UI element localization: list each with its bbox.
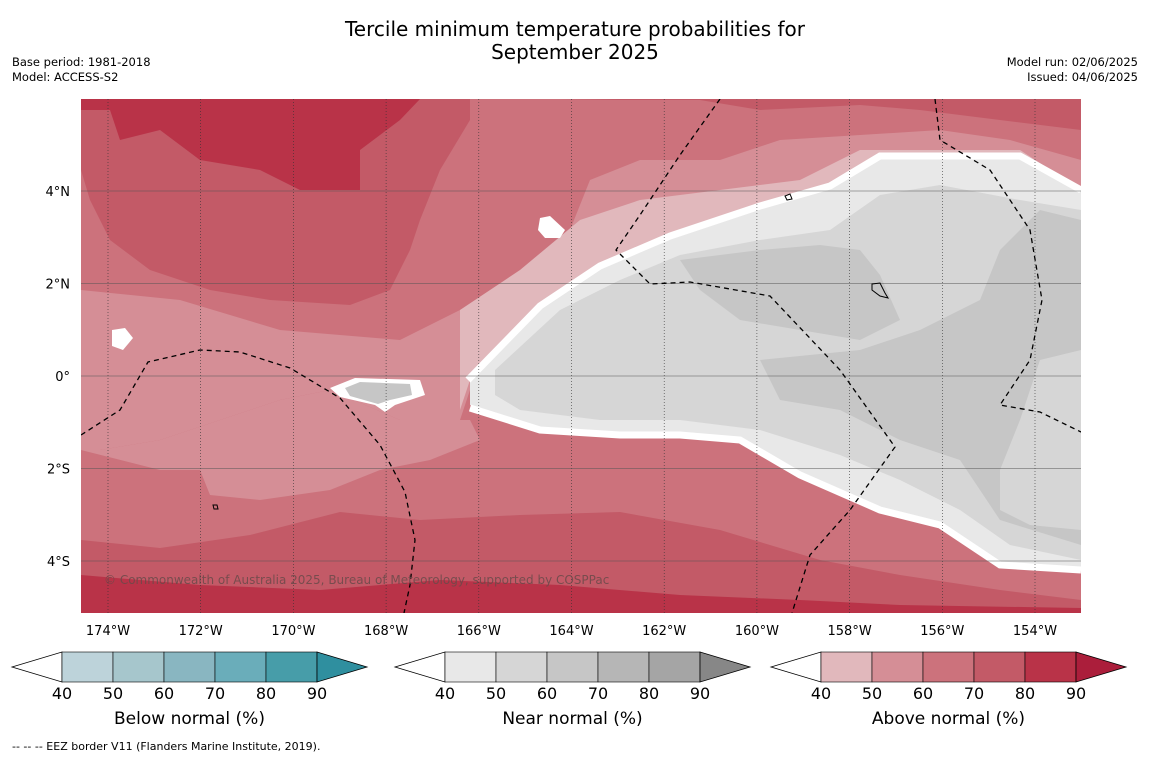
eez-footnote: -- -- -- EEZ border V11 (Flanders Marine… xyxy=(12,740,321,753)
model-run: Model run: 02/06/2025 xyxy=(1006,55,1138,69)
colorbar-cell xyxy=(265,651,318,683)
island-south-west xyxy=(212,504,219,510)
colorbar-tick-label: 40 xyxy=(435,684,455,703)
island-kiritimati xyxy=(871,282,890,299)
meta-left: Base period: 1981-2018 Model: ACCESS-S2 xyxy=(12,55,151,85)
colorbar-cell xyxy=(648,651,701,683)
lat-tick-label: 2°N xyxy=(46,278,71,293)
colorbar-cell xyxy=(61,651,114,683)
above-80-90-nw xyxy=(81,99,420,190)
lon-tick-label: 164°W xyxy=(549,624,593,639)
island-tabuaeran xyxy=(784,193,793,201)
colorbar-lower-extend xyxy=(393,651,446,683)
colorbar-tick-label: 70 xyxy=(205,684,225,703)
colorbar-upper-extend xyxy=(1075,651,1128,683)
above-40-50-edge xyxy=(460,150,1081,410)
colorbar-cell xyxy=(163,651,216,683)
probability-field xyxy=(81,99,1081,613)
colorbar-title: Near normal (%) xyxy=(502,709,643,729)
colorbar-cell xyxy=(546,651,599,683)
colorbar-tick-label: 50 xyxy=(103,684,123,703)
lon-tick-label: 172°W xyxy=(179,624,223,639)
near-60-70-region-a xyxy=(680,245,900,340)
small-patch-north xyxy=(538,216,565,238)
lat-tick-label: 2°S xyxy=(47,463,70,478)
colorbar-tick-label: 40 xyxy=(811,684,831,703)
colorbar-title: Below normal (%) xyxy=(114,709,265,729)
near-patch xyxy=(345,382,412,404)
colorbars: 40 50 60 70 80 90 40 50 60 70 80 90 40 50 60 70 80 90 xyxy=(10,651,1128,703)
colorbar-tick-label: 90 xyxy=(1066,684,1086,703)
colorbar-lower-extend xyxy=(769,651,822,683)
meta-right: Model run: 02/06/2025 Issued: 04/06/2025 xyxy=(1007,55,1138,85)
colorbar-upper-extend xyxy=(699,651,752,683)
colorbar-cell xyxy=(214,651,267,683)
lon-tick-label: 160°W xyxy=(735,624,779,639)
colorbar-tick-label: 70 xyxy=(964,684,984,703)
colorbar-tick-label: 50 xyxy=(486,684,506,703)
above-70-80-south xyxy=(81,512,1081,613)
colorbar-cell xyxy=(973,651,1026,683)
colorbar-cell xyxy=(1024,651,1077,683)
above-50-60-west xyxy=(81,390,480,500)
colorbar-tick-label: 40 xyxy=(52,684,72,703)
above-70-80-nw xyxy=(81,99,470,305)
colorbar-tick-label: 90 xyxy=(690,684,710,703)
lon-tick-label: 162°W xyxy=(642,624,686,639)
model-name: Model: ACCESS-S2 xyxy=(12,70,119,84)
colorbar-cell xyxy=(112,651,165,683)
colorbar-lower-extend xyxy=(10,651,63,683)
colorbar-tick-label: 80 xyxy=(639,684,659,703)
above-70-80-north xyxy=(560,99,1081,130)
colorbar-tick-label: 80 xyxy=(1015,684,1035,703)
colorbar-cell xyxy=(597,651,650,683)
lon-tick-label: 154°W xyxy=(1013,624,1057,639)
small-patch-west xyxy=(112,328,133,350)
colorbar-title: Above normal (%) xyxy=(871,709,1026,729)
title-line-2: September 2025 xyxy=(491,40,659,64)
lat-tick-label: 0° xyxy=(55,370,70,385)
colorbar-upper-extend xyxy=(316,651,369,683)
lon-tick-label: 156°W xyxy=(920,624,964,639)
map-title: Tercile minimum temperature probabilitie… xyxy=(0,18,1150,64)
lat-tick-label: 4°S xyxy=(47,555,70,570)
lat-tick-label: 4°N xyxy=(46,185,71,200)
colorbar-cell xyxy=(495,651,548,683)
colorbar-cell xyxy=(871,651,924,683)
colorbar-cell xyxy=(820,651,873,683)
lon-tick-label: 158°W xyxy=(828,624,872,639)
colorbar-tick-label: 50 xyxy=(862,684,882,703)
lon-tick-label: 174°W xyxy=(86,624,130,639)
issued-date: Issued: 04/06/2025 xyxy=(1027,70,1138,84)
eez-border-central xyxy=(615,99,896,613)
near-60-70-region-b xyxy=(760,210,1081,545)
lon-tick-label: 170°W xyxy=(271,624,315,639)
colorbar-tick-label: 70 xyxy=(588,684,608,703)
graticule xyxy=(81,99,1081,613)
colorbar-cell xyxy=(922,651,975,683)
colorbar-tick-label: 90 xyxy=(307,684,327,703)
colorbar-cell xyxy=(444,651,497,683)
base-period: Base period: 1981-2018 xyxy=(12,55,151,69)
eez-border-west xyxy=(81,349,416,613)
tercile-boundary xyxy=(465,152,1081,574)
lon-tick-label: 166°W xyxy=(457,624,501,639)
colorbar-tick-label: 80 xyxy=(256,684,276,703)
colorbar-tick-label: 60 xyxy=(913,684,933,703)
axis-labels: 174°W 172°W 170°W 168°W 166°W 164°W 162°W 160°W… xyxy=(46,185,1058,639)
above-80-90-south xyxy=(81,575,1081,613)
copyright-notice: © Commonwealth of Australia 2025, Bureau… xyxy=(104,573,610,587)
lon-tick-label: 168°W xyxy=(364,624,408,639)
colorbar-tick-label: 60 xyxy=(154,684,174,703)
colorbar-tick-label: 60 xyxy=(537,684,557,703)
title-line-1: Tercile minimum temperature probabilitie… xyxy=(344,17,806,41)
